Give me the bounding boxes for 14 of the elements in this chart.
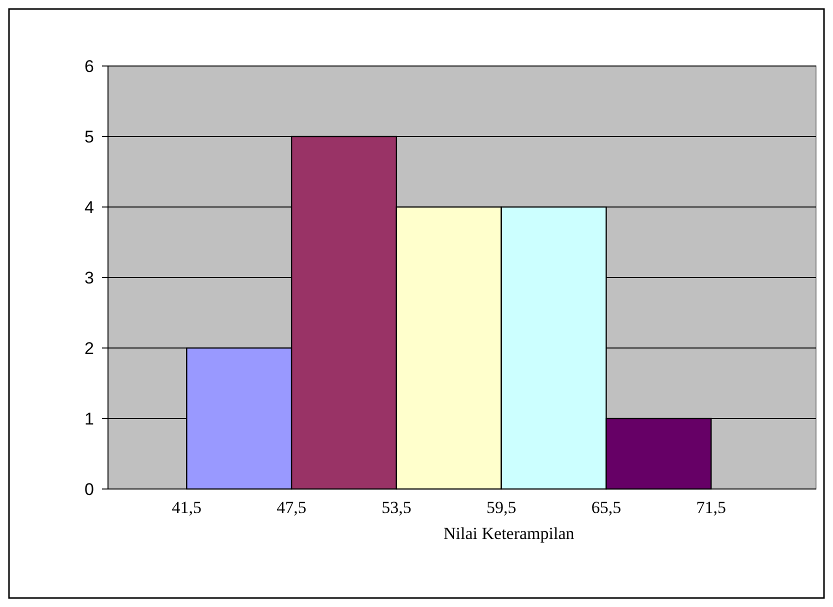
x-tick-label: 53,5 <box>382 498 412 517</box>
x-tick-label: 59,5 <box>486 498 516 517</box>
y-tick-label: 1 <box>84 409 94 428</box>
x-axis-title: Nilai Keterampilan <box>444 524 575 543</box>
x-tick-label: 41,5 <box>172 498 202 517</box>
y-tick-label: 5 <box>84 127 94 146</box>
y-tick-label: 4 <box>84 198 94 217</box>
y-tick-label: 6 <box>84 56 94 76</box>
x-tick-label: 71,5 <box>696 498 726 517</box>
x-tick-label: 65,5 <box>591 498 622 517</box>
y-tick-label: 3 <box>84 268 94 288</box>
y-tick-label: 2 <box>84 338 94 358</box>
y-tick-label: 0 <box>84 480 94 499</box>
x-tick-label: 47,5 <box>276 498 306 517</box>
